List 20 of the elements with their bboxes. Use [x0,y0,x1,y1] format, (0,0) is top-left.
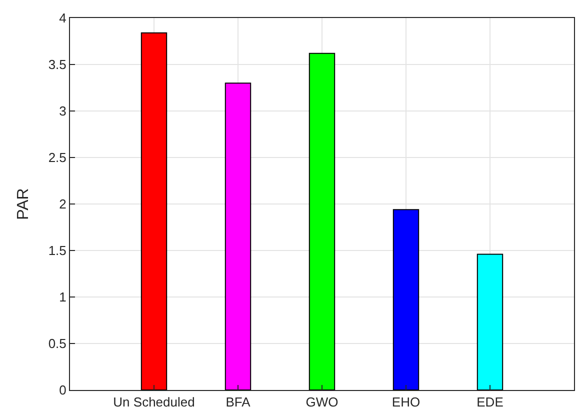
y-tick-label: 0.5 [48,336,66,352]
y-tick-label: 3 [59,104,66,119]
bar [392,209,420,390]
x-tick-label: EDE [476,394,504,410]
bar [140,32,168,390]
x-tick-label: BFA [226,394,251,410]
x-tick-label: Un Scheduled [113,394,195,410]
bar [308,52,336,390]
y-tick-label: 0 [59,382,66,398]
y-tick-label: 2.5 [48,150,66,166]
y-tick-label: 3.5 [48,57,66,72]
y-tick-label: 4 [59,10,66,26]
x-tick-label: GWO [306,394,338,410]
x-tick-label: EHO [392,394,420,410]
bar [224,82,252,390]
y-axis-title: PAR [15,188,32,220]
y-tick-label: 1.5 [48,243,66,258]
y-tick-label: 2 [59,196,66,212]
y-tick-label: 1 [59,290,66,305]
bar [476,254,504,390]
